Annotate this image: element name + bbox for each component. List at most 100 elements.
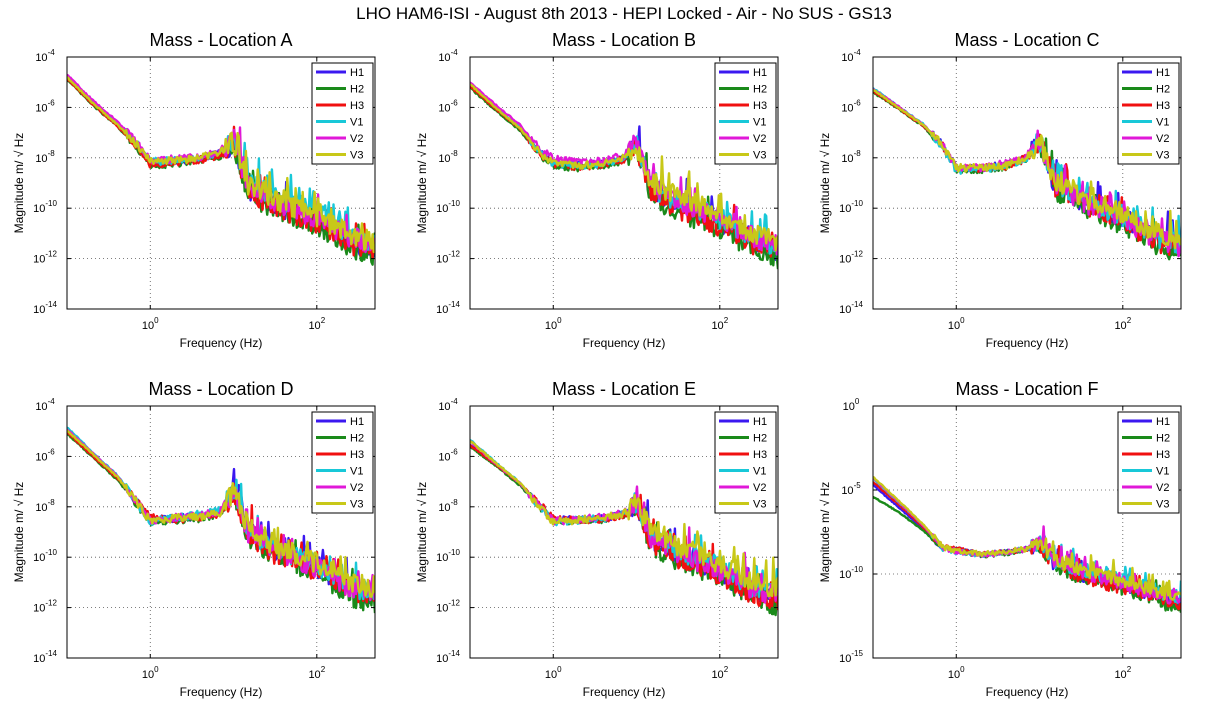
legend-label-v1: V1 bbox=[753, 466, 766, 478]
y-tick-label: 10-10 bbox=[839, 565, 863, 581]
legend-label-v3: V3 bbox=[1156, 150, 1169, 162]
y-tick-label: 10-8 bbox=[438, 149, 458, 165]
y-tick-label: 10-8 bbox=[35, 149, 55, 165]
y-tick-label: 10-12 bbox=[839, 250, 863, 266]
x-tick-label: 100 bbox=[545, 316, 562, 332]
legend-box bbox=[714, 411, 777, 514]
legend-label-v2: V2 bbox=[753, 482, 766, 494]
legend-label-h3: H3 bbox=[1156, 449, 1170, 461]
axes-frame bbox=[469, 56, 779, 310]
y-tick-label: 10-4 bbox=[438, 397, 458, 413]
subplot-e: 100 102 10-4 10-6 10-8 10-10 10-12 10-14 Mass - … bbox=[415, 379, 779, 699]
legend-box bbox=[714, 62, 777, 165]
x-tick-label: 102 bbox=[308, 316, 325, 332]
figure-title: LHO HAM6-ISI - August 8th 2013 - HEPI Lo… bbox=[356, 4, 892, 23]
series-line-v3 bbox=[873, 89, 1181, 250]
x-tick-label: 100 bbox=[142, 316, 159, 332]
y-tick-label: 10-10 bbox=[33, 199, 57, 215]
legend-box bbox=[311, 62, 374, 165]
y-tick-label: 10-6 bbox=[438, 98, 458, 114]
y-tick-label: 10-12 bbox=[436, 250, 460, 266]
x-axis-label: Frequency (Hz) bbox=[180, 336, 263, 350]
x-tick-label: 100 bbox=[948, 665, 965, 681]
y-axis-label: Magnitude m/ √ Hz bbox=[12, 482, 26, 583]
y-tick-label: 10-6 bbox=[841, 98, 861, 114]
x-axis-label: Frequency (Hz) bbox=[583, 685, 666, 699]
legend: H1 H2 H3 V1 V2 V3 bbox=[1117, 62, 1180, 165]
legend-label-h2: H2 bbox=[753, 433, 767, 445]
legend-label-v3: V3 bbox=[1156, 499, 1169, 511]
legend-box bbox=[1117, 62, 1180, 165]
axes-frame bbox=[66, 56, 376, 310]
y-tick-label: 10-8 bbox=[438, 498, 458, 514]
y-tick-label: 10-15 bbox=[839, 649, 863, 665]
y-tick-label: 10-6 bbox=[438, 447, 458, 463]
legend-label-h3: H3 bbox=[753, 100, 767, 112]
axes-frame bbox=[872, 56, 1182, 310]
x-tick-label: 100 bbox=[545, 665, 562, 681]
x-axis-label: Frequency (Hz) bbox=[583, 336, 666, 350]
y-tick-label: 10-12 bbox=[33, 250, 57, 266]
series-lines bbox=[470, 439, 778, 617]
legend-label-h2: H2 bbox=[1156, 433, 1170, 445]
subplot-title: Mass - Location F bbox=[955, 379, 1098, 399]
series-lines bbox=[873, 475, 1181, 613]
legend-label-h1: H1 bbox=[753, 416, 767, 428]
legend-label-v1: V1 bbox=[350, 117, 363, 129]
x-tick-label: 102 bbox=[1114, 316, 1131, 332]
legend-box bbox=[1117, 411, 1180, 514]
subplot-b: 100 102 10-4 10-6 10-8 10-10 10-12 10-14 Mass - … bbox=[415, 30, 779, 350]
subplot-title: Mass - Location C bbox=[954, 30, 1099, 50]
subplot-title: Mass - Location A bbox=[149, 30, 292, 50]
legend-label-v3: V3 bbox=[350, 150, 363, 162]
y-tick-label: 10-4 bbox=[438, 48, 458, 64]
x-tick-label: 100 bbox=[142, 665, 159, 681]
subplot-grid: 100 102 10-4 10-6 10-8 10-10 10-12 10-14 Mass - … bbox=[12, 30, 1182, 699]
y-tick-label: 10-5 bbox=[841, 481, 861, 497]
legend-label-h2: H2 bbox=[350, 84, 364, 96]
x-tick-label: 102 bbox=[1114, 665, 1131, 681]
subplot-a: 100 102 10-4 10-6 10-8 10-10 10-12 10-14 Mass - … bbox=[12, 30, 376, 350]
series-line-v3 bbox=[470, 83, 778, 252]
x-axis-label: Frequency (Hz) bbox=[180, 685, 263, 699]
y-tick-label: 10-4 bbox=[35, 48, 55, 64]
legend: H1 H2 H3 V1 V2 V3 bbox=[714, 62, 777, 165]
x-axis-label: Frequency (Hz) bbox=[986, 336, 1069, 350]
legend-label-h2: H2 bbox=[350, 433, 364, 445]
legend: H1 H2 H3 V1 V2 V3 bbox=[714, 411, 777, 514]
y-tick-label: 10-10 bbox=[33, 548, 57, 564]
legend-label-v2: V2 bbox=[350, 133, 363, 145]
legend-label-h1: H1 bbox=[1156, 67, 1170, 79]
series-lines bbox=[67, 426, 375, 614]
legend-label-v1: V1 bbox=[753, 117, 766, 129]
y-tick-label: 10-10 bbox=[436, 199, 460, 215]
subplot-title: Mass - Location D bbox=[148, 379, 293, 399]
legend-label-h1: H1 bbox=[350, 416, 364, 428]
x-tick-label: 100 bbox=[948, 316, 965, 332]
legend-label-v1: V1 bbox=[1156, 117, 1169, 129]
series-lines bbox=[873, 87, 1181, 261]
legend: H1 H2 H3 V1 V2 V3 bbox=[311, 411, 374, 514]
legend-label-v3: V3 bbox=[350, 499, 363, 511]
y-tick-label: 100 bbox=[843, 397, 860, 413]
y-tick-label: 10-4 bbox=[35, 397, 55, 413]
y-tick-label: 10-8 bbox=[35, 498, 55, 514]
y-tick-label: 10-10 bbox=[839, 199, 863, 215]
subplot-c: 100 102 10-4 10-6 10-8 10-10 10-12 10-14 Mass - … bbox=[818, 30, 1182, 350]
axes-frame bbox=[66, 405, 376, 659]
legend-label-h2: H2 bbox=[753, 84, 767, 96]
y-tick-label: 10-12 bbox=[436, 599, 460, 615]
x-tick-label: 102 bbox=[308, 665, 325, 681]
subplot-f: 100 102 100 10-5 10-10 10-15 Mass - Location F… bbox=[818, 379, 1182, 699]
legend-label-h1: H1 bbox=[1156, 416, 1170, 428]
legend-label-h1: H1 bbox=[753, 67, 767, 79]
y-tick-label: 10-14 bbox=[33, 649, 57, 665]
legend-label-h3: H3 bbox=[1156, 100, 1170, 112]
y-tick-label: 10-12 bbox=[33, 599, 57, 615]
y-axis-label: Magnitude m/ √ Hz bbox=[818, 133, 832, 234]
legend-label-v2: V2 bbox=[1156, 133, 1169, 145]
legend-label-v2: V2 bbox=[753, 133, 766, 145]
legend-box bbox=[311, 411, 374, 514]
legend-label-h3: H3 bbox=[753, 449, 767, 461]
y-tick-label: 10-14 bbox=[436, 300, 460, 316]
